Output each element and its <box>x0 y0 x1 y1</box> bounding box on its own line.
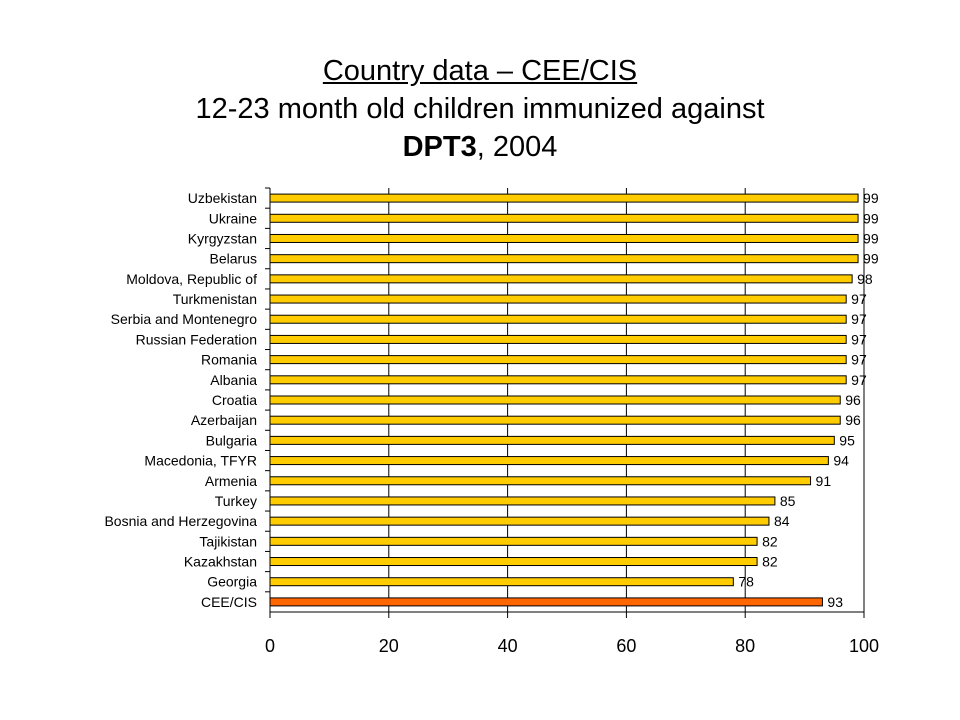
category-label: Armenia <box>205 473 257 489</box>
chart-title: Country data – CEE/CIS 12-23 month old c… <box>0 52 960 166</box>
x-tick-label: 60 <box>616 636 636 656</box>
bar <box>269 314 847 324</box>
bar <box>269 274 853 284</box>
category-label: Russian Federation <box>136 331 257 347</box>
category-label: Turkmenistan <box>173 291 257 307</box>
title-line-3-bold: DPT3 <box>402 131 477 163</box>
category-label: Tajikistan <box>199 533 257 549</box>
value-label: 97 <box>851 331 867 347</box>
x-tick-label: 100 <box>849 636 879 656</box>
bar <box>269 294 847 304</box>
bar <box>269 213 859 223</box>
category-label: Serbia and Montenegro <box>111 311 258 327</box>
value-label: 82 <box>762 554 778 570</box>
bar <box>269 597 823 607</box>
x-tick-label: 0 <box>265 636 275 656</box>
value-label: 97 <box>851 291 867 307</box>
value-label: 98 <box>857 271 873 287</box>
value-label: 95 <box>839 432 855 448</box>
category-label: Uzbekistan <box>188 190 257 206</box>
category-label: CEE/CIS <box>201 594 257 610</box>
category-label: Croatia <box>212 392 257 408</box>
bar <box>269 415 841 425</box>
value-label: 99 <box>863 251 879 267</box>
value-label: 99 <box>863 230 879 246</box>
bar <box>269 233 859 243</box>
bar <box>269 193 859 203</box>
value-label: 99 <box>863 190 879 206</box>
value-label: 97 <box>851 352 867 368</box>
category-label: Romania <box>201 352 257 368</box>
category-label: Albania <box>210 372 257 388</box>
category-label: Kazakhstan <box>184 554 257 570</box>
category-label: Ukraine <box>209 210 257 226</box>
bar <box>269 375 847 385</box>
value-label: 82 <box>762 533 778 549</box>
x-tick-label: 80 <box>735 636 755 656</box>
x-tick-label: 20 <box>379 636 399 656</box>
value-label: 85 <box>780 493 796 509</box>
category-label: Bosnia and Herzegovina <box>104 513 257 529</box>
bar <box>269 456 829 466</box>
title-line-3-rest: , 2004 <box>476 131 558 163</box>
category-label: Kyrgyzstan <box>188 230 257 246</box>
value-label: 78 <box>738 574 754 590</box>
value-label: 94 <box>833 453 849 469</box>
category-label: Moldova, Republic of <box>126 271 257 287</box>
category-label: Bulgaria <box>206 432 258 448</box>
value-label: 97 <box>851 372 867 388</box>
bar <box>269 557 758 567</box>
category-label: Belarus <box>210 251 257 267</box>
value-label: 97 <box>851 311 867 327</box>
title-line-3: DPT3, 2004 <box>0 128 960 166</box>
bar <box>269 577 734 587</box>
bar <box>269 536 758 546</box>
category-label: Macedonia, TFYR <box>144 453 257 469</box>
category-label: Turkey <box>215 493 257 509</box>
title-line-2: 12-23 month old children immunized again… <box>195 93 765 125</box>
bar <box>269 435 835 445</box>
title-line-1: Country data – CEE/CIS <box>322 55 638 87</box>
bar <box>269 254 859 264</box>
value-label: 84 <box>774 513 790 529</box>
bar <box>269 395 841 405</box>
value-label: 96 <box>845 412 861 428</box>
bar <box>269 355 847 365</box>
value-label: 93 <box>827 594 843 610</box>
bar <box>269 476 812 486</box>
x-tick-label: 40 <box>498 636 518 656</box>
category-label: Georgia <box>207 574 257 590</box>
value-label: 91 <box>816 473 832 489</box>
value-label: 96 <box>845 392 861 408</box>
bar <box>269 496 776 506</box>
value-label: 99 <box>863 210 879 226</box>
category-label: Azerbaijan <box>191 412 257 428</box>
bar <box>269 516 770 526</box>
bar <box>269 334 847 344</box>
